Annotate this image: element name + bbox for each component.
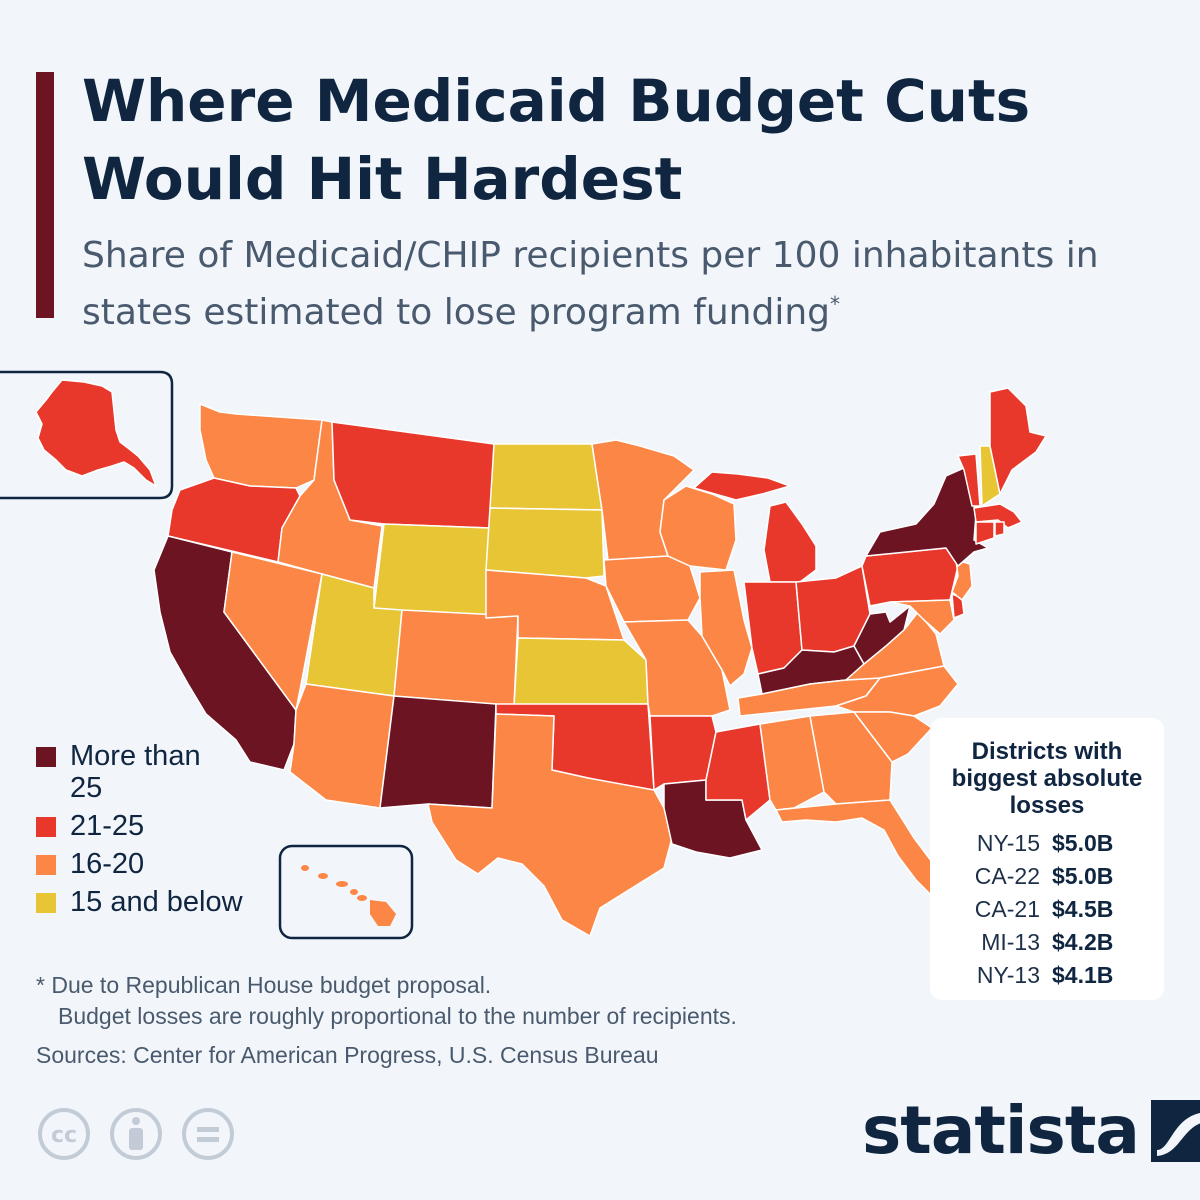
district-code: NY-15	[976, 830, 1040, 856]
subtitle-text: Share of Medicaid/CHIP recipients per 10…	[82, 235, 1099, 333]
districts-title: Districts with biggest absolute losses	[951, 738, 1143, 819]
footnote-line-2: Budget losses are roughly proportional t…	[58, 1003, 737, 1029]
district-loss: $4.2B	[1052, 929, 1114, 955]
legend-swatch	[36, 893, 56, 913]
hawaii-inset-frame	[278, 844, 414, 940]
state-kansas	[513, 637, 649, 707]
chart-title: Where Medicaid Budget Cuts Would Hit Har…	[82, 67, 1031, 213]
state-michigan-upper	[693, 471, 791, 501]
district-loss: $4.5B	[1052, 896, 1114, 922]
alaska-inset-frame	[0, 370, 174, 500]
state-washington	[199, 403, 323, 489]
state-michigan-lower	[763, 501, 817, 583]
state-vermont	[957, 453, 981, 507]
state-rhode-island	[994, 521, 1005, 537]
state-montana	[331, 421, 495, 529]
legend-swatch	[36, 817, 56, 837]
brand-wordmark: statista	[862, 1092, 1140, 1169]
legend-item-15-and-below: 15 and below	[36, 886, 290, 918]
statista-brand: statista	[862, 1092, 1200, 1169]
legend-label: More than 25	[70, 740, 201, 804]
state-florida	[775, 799, 951, 903]
district-code: NY-13	[976, 962, 1040, 988]
district-row: MI-13 $4.2B	[930, 926, 1164, 959]
map-legend: More than 25 21-25 16-20 15 and below	[36, 740, 290, 924]
footnote-line-1: * Due to Republican House budget proposa…	[36, 972, 492, 998]
district-loss: $5.0B	[1052, 863, 1114, 889]
state-iowa	[603, 555, 701, 623]
state-new-jersey	[951, 559, 973, 601]
state-arizona	[289, 683, 395, 809]
chart-subtitle: Share of Medicaid/CHIP recipients per 10…	[82, 232, 1162, 337]
attribution-icon	[110, 1108, 162, 1160]
state-missouri	[623, 619, 731, 717]
legend-label: 21-25	[70, 810, 145, 842]
cc-icon: cc	[38, 1108, 90, 1160]
state-wyoming	[373, 523, 491, 619]
state-south-dakota	[485, 507, 605, 579]
state-texas	[427, 713, 673, 937]
district-code: MI-13	[981, 929, 1040, 955]
legend-swatch	[36, 747, 56, 767]
license-icons: cc	[38, 1108, 234, 1160]
legend-label: 16-20	[70, 848, 145, 880]
sources: Sources: Center for American Progress, U…	[36, 1042, 659, 1068]
districts-panel: Districts with biggest absolute losses N…	[930, 718, 1164, 1000]
no-derivatives-icon	[182, 1108, 234, 1160]
state-connecticut	[975, 521, 995, 545]
state-north-dakota	[489, 443, 603, 511]
district-loss: $4.1B	[1052, 962, 1114, 988]
state-pennsylvania	[861, 547, 959, 607]
state-new-mexico	[379, 695, 497, 809]
footnote: * Due to Republican House budget proposa…	[36, 970, 737, 1032]
district-row: CA-21 $4.5B	[930, 893, 1164, 926]
district-loss: $5.0B	[1052, 830, 1114, 856]
district-code: CA-21	[974, 896, 1040, 922]
district-row: NY-13 $4.1B	[930, 959, 1164, 992]
us-choropleth-map	[0, 370, 1047, 940]
legend-item-more-than-25: More than 25	[36, 740, 290, 804]
subtitle-footnote-marker: *	[830, 292, 841, 316]
legend-item-21-25: 21-25	[36, 810, 290, 842]
legend-label: 15 and below	[70, 886, 243, 918]
state-colorado	[393, 609, 519, 707]
state-alaska	[35, 379, 157, 487]
state-hawaii	[301, 865, 396, 926]
district-code: CA-22	[974, 863, 1040, 889]
state-wisconsin	[659, 485, 737, 571]
state-maine	[989, 387, 1047, 495]
district-row: NY-15 $5.0B	[930, 827, 1164, 860]
statista-logo-icon	[1150, 1099, 1200, 1162]
district-row: CA-22 $5.0B	[930, 860, 1164, 893]
state-maryland	[889, 599, 955, 635]
state-illinois	[699, 569, 753, 687]
legend-item-16-20: 16-20	[36, 848, 290, 880]
svg-text:cc: cc	[51, 1123, 77, 1148]
accent-bar	[36, 72, 54, 318]
legend-swatch	[36, 855, 56, 875]
